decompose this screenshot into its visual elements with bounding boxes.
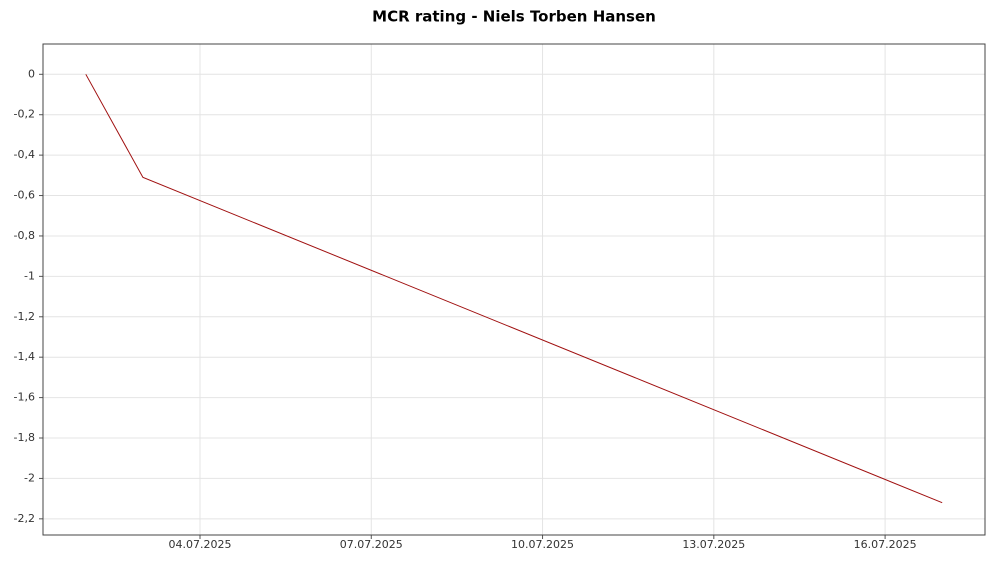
plot-area (43, 44, 985, 535)
x-tick-label: 04.07.2025 (169, 538, 232, 551)
x-tick-label: 07.07.2025 (340, 538, 403, 551)
x-tick-label: 10.07.2025 (511, 538, 574, 551)
line-series (85, 74, 943, 504)
y-tick-label: -0,4 (14, 148, 35, 161)
y-tick-label: -1,8 (14, 431, 35, 444)
y-tick-label: -1 (24, 269, 35, 282)
y-tick-label: -1,6 (14, 391, 35, 404)
y-tick-label: -2,2 (14, 512, 35, 525)
y-tick-label: -0,8 (14, 229, 35, 242)
y-tick-label: -1,2 (14, 310, 35, 323)
x-tick-label: 13.07.2025 (682, 538, 745, 551)
y-tick-label: -1,4 (14, 350, 35, 363)
y-tick-label: -0,6 (14, 189, 35, 202)
y-tick-label: -0,2 (14, 108, 35, 121)
chart-title: MCR rating - Niels Torben Hansen (372, 8, 656, 26)
plot-frame (42, 43, 986, 536)
y-tick-label: -2 (24, 471, 35, 484)
y-tick-label: 0 (28, 67, 35, 80)
x-tick-label: 16.07.2025 (854, 538, 917, 551)
